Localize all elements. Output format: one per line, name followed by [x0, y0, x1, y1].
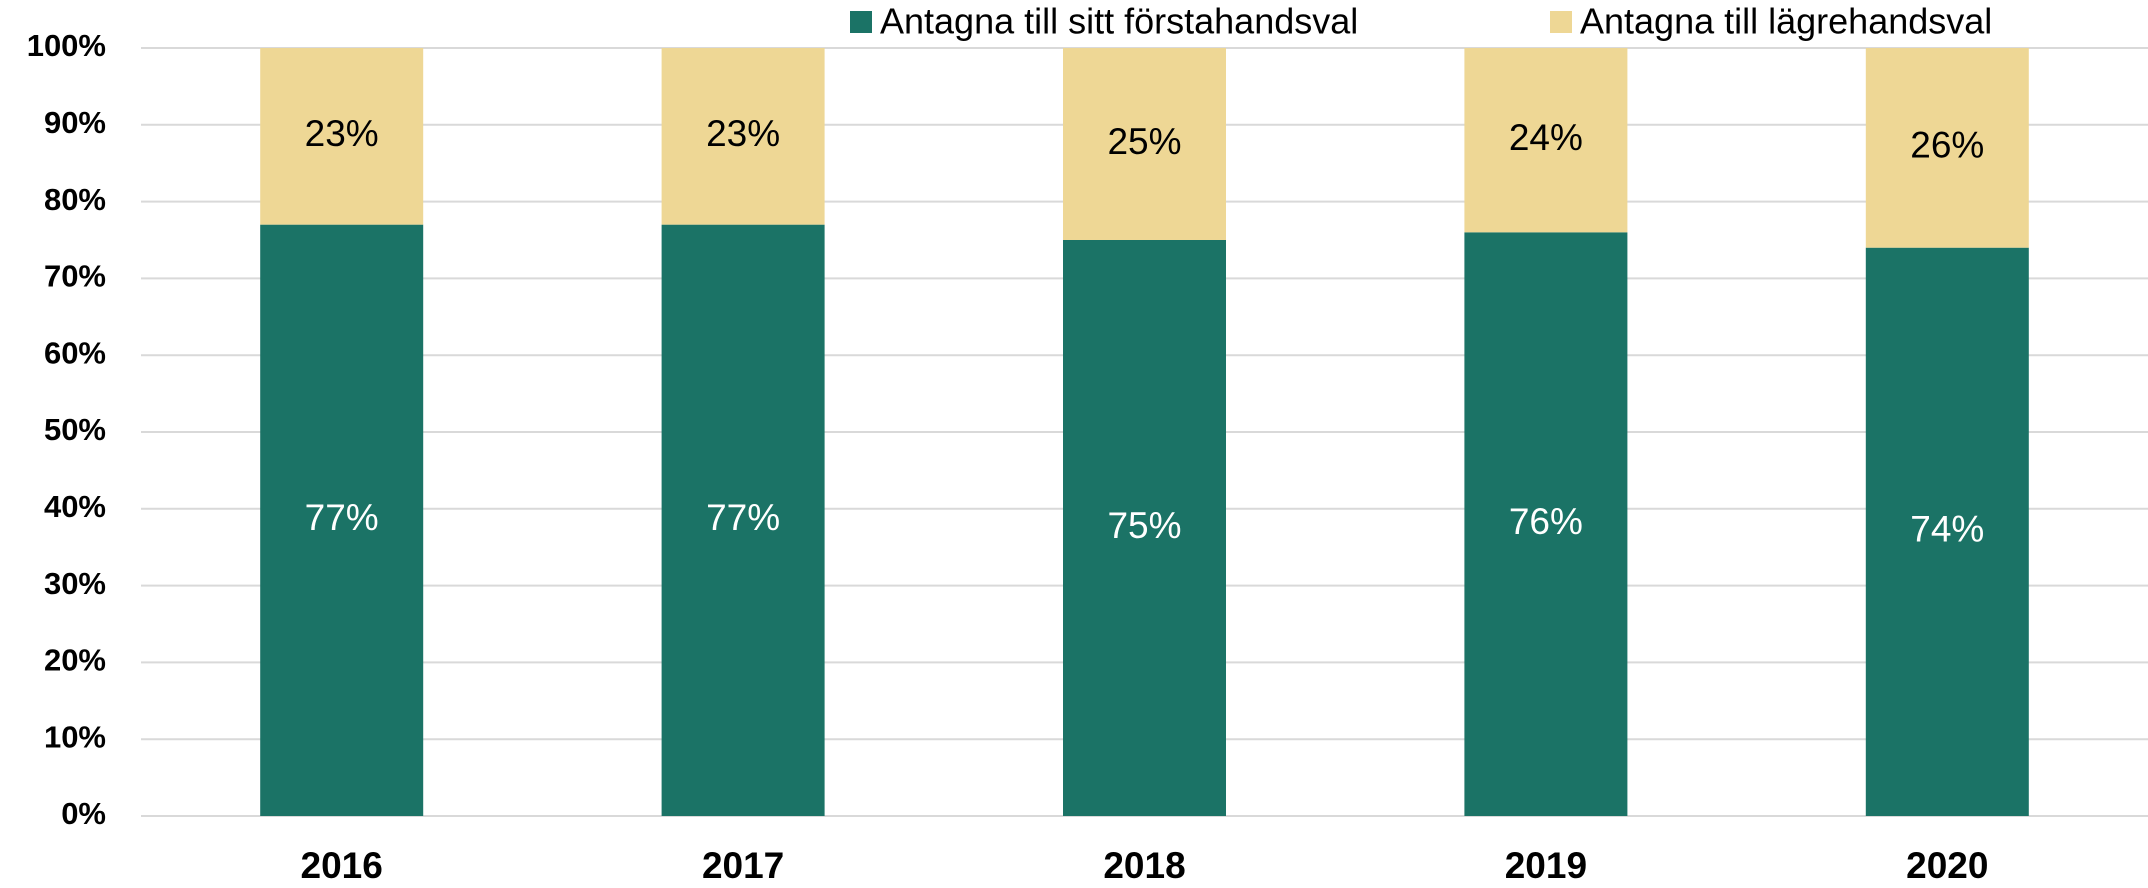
bar-segment [1865, 48, 2029, 248]
x-tick-label: 2016 [301, 845, 383, 886]
data-label: 25% [1107, 121, 1181, 162]
bar-segment [1063, 240, 1226, 816]
data-label: 23% [305, 113, 379, 154]
y-tick-label: 80% [44, 182, 106, 217]
y-tick-label: 100% [27, 28, 106, 63]
data-label: 74% [1910, 509, 1984, 550]
bar-segment [661, 48, 825, 225]
bar-segment [661, 224, 825, 816]
data-label: 77% [305, 497, 379, 538]
x-tick-label: 2017 [702, 845, 784, 886]
bar-segment [260, 48, 424, 225]
bar-segment [1063, 48, 1226, 240]
y-tick-label: 70% [44, 259, 106, 294]
y-tick-label: 20% [44, 643, 106, 678]
x-tick-label: 2019 [1505, 845, 1587, 886]
x-tick-label: 2018 [1103, 845, 1185, 886]
data-label: 24% [1509, 117, 1583, 158]
x-tick-label: 2020 [1906, 845, 1988, 886]
bar-segment [1464, 48, 1628, 233]
legend-swatch [850, 11, 872, 33]
y-tick-label: 10% [44, 719, 106, 754]
data-label: 76% [1509, 501, 1583, 542]
data-label: 75% [1107, 505, 1181, 546]
bar-segment [260, 224, 424, 816]
y-tick-label: 40% [44, 489, 106, 524]
y-tick-label: 90% [44, 105, 106, 140]
legend-label: Antagna till sitt förstahandsval [880, 1, 1358, 42]
y-tick-label: 0% [61, 796, 106, 831]
y-tick-label: 60% [44, 335, 106, 370]
bar-segment [1464, 232, 1628, 816]
data-label: 23% [706, 113, 780, 154]
legend-swatch [1550, 11, 1572, 33]
data-label: 77% [706, 497, 780, 538]
y-tick-label: 30% [44, 566, 106, 601]
data-label: 26% [1910, 125, 1984, 166]
y-tick-label: 50% [44, 412, 106, 447]
legend-label: Antagna till lägrehandsval [1580, 1, 1992, 42]
bar-segment [1865, 247, 2029, 816]
